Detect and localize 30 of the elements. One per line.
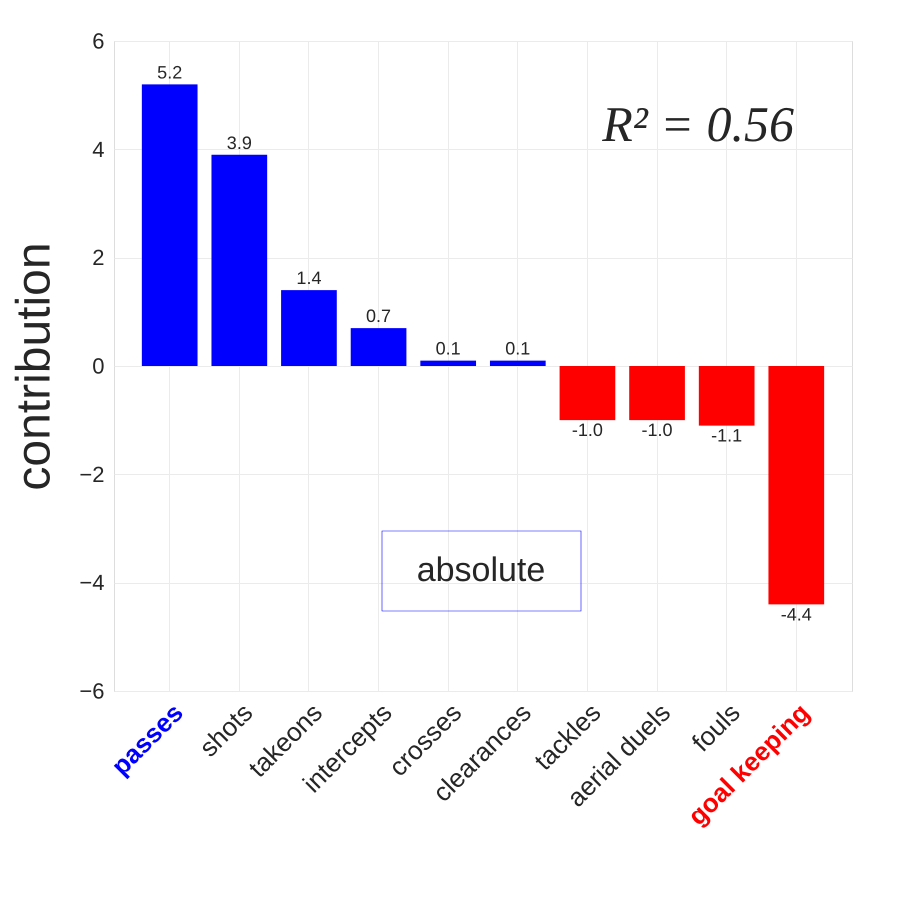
- bar: [281, 290, 337, 366]
- bar: [350, 328, 406, 366]
- data-label: 0.1: [505, 338, 530, 359]
- data-label: -1.0: [572, 420, 603, 440]
- y-tick-label: −4: [79, 570, 104, 596]
- bar: [490, 360, 546, 366]
- bar: [420, 360, 476, 366]
- bar: [142, 84, 198, 366]
- y-axis-title: contribution: [7, 242, 60, 491]
- bar: [211, 154, 268, 366]
- y-tick-label: 0: [92, 354, 104, 378]
- data-label: 3.9: [226, 132, 252, 153]
- data-label: -4.4: [780, 604, 812, 624]
- y-tick-label: 2: [92, 245, 104, 270]
- y-tick-label: −2: [79, 462, 104, 487]
- annotation: R² = 0.56: [601, 96, 794, 152]
- y-tick-label: 4: [92, 136, 104, 162]
- bar: [560, 366, 616, 420]
- bar: [768, 366, 824, 604]
- data-label: 5.2: [157, 62, 182, 82]
- data-label: -1.0: [642, 420, 673, 440]
- data-label: 0.7: [366, 306, 392, 326]
- bar: [629, 366, 685, 420]
- bar: [698, 366, 755, 426]
- data-label: -1.1: [711, 426, 742, 446]
- data-label: 1.4: [296, 268, 322, 288]
- y-tick-label: −6: [79, 678, 104, 704]
- y-tick-label: 6: [92, 28, 104, 54]
- annotation: absolute: [416, 551, 546, 589]
- data-label: 0.1: [436, 338, 461, 359]
